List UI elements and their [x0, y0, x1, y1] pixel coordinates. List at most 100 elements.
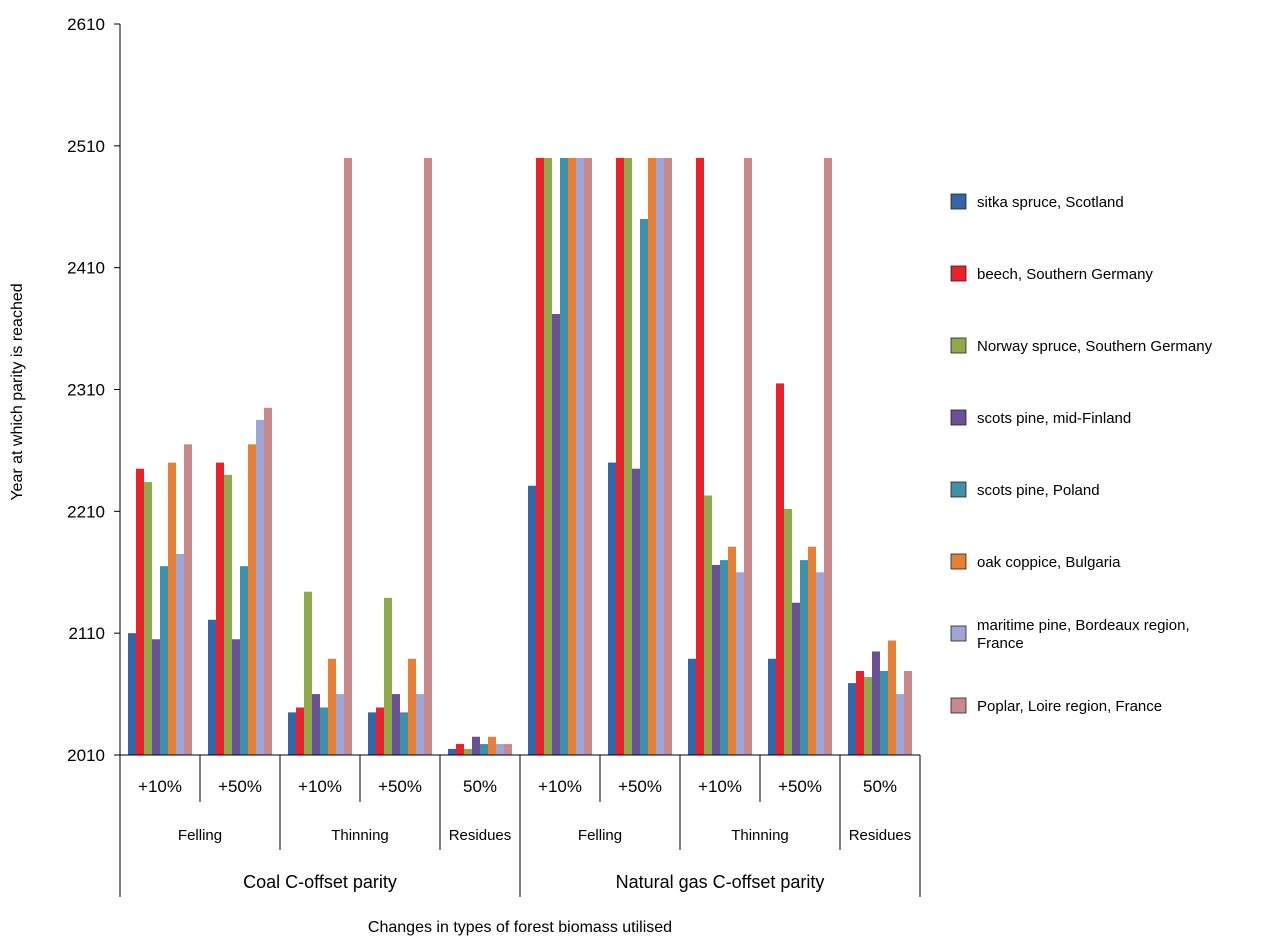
bar [328, 658, 336, 755]
y-tick-label: 2210 [67, 502, 105, 521]
y-axis-title: Year at which parity is reached [9, 283, 26, 500]
bar [240, 566, 248, 755]
bar [704, 495, 712, 755]
bar [488, 736, 496, 755]
bar [808, 546, 816, 755]
bar [528, 485, 536, 755]
bar [664, 158, 672, 755]
bar [208, 619, 216, 755]
bar [536, 158, 544, 755]
bar [904, 670, 912, 755]
y-tick-label: 2510 [67, 137, 105, 156]
y-tick-label: 2010 [67, 746, 105, 765]
bar [408, 658, 416, 755]
legend-label: sitka spruce, Scotland [977, 194, 1124, 211]
bar [616, 158, 624, 755]
x-tick-label: 50% [463, 777, 497, 796]
bar [384, 597, 392, 755]
bar [640, 218, 648, 755]
x-tick-label: +10% [538, 777, 582, 796]
bar [320, 707, 328, 755]
bar [824, 158, 832, 755]
x-axis: +10% +50% +10% +50% 50% +10% +50% +10% +50% 50% Fe… [119, 754, 921, 897]
bar [416, 694, 424, 755]
bar [176, 553, 184, 755]
bar [336, 694, 344, 755]
bar [448, 748, 456, 755]
bar [312, 694, 320, 755]
bar [584, 158, 592, 755]
x-group-label: Residues [449, 827, 512, 844]
bar [456, 744, 464, 755]
bar [152, 639, 160, 755]
bar [632, 468, 640, 755]
bar [608, 462, 616, 755]
bar [648, 158, 656, 755]
x-group-label: Felling [178, 827, 222, 844]
bar [464, 748, 472, 755]
bar [144, 482, 152, 755]
x-tick-label: 50% [863, 777, 897, 796]
bar [296, 707, 304, 755]
legend-swatch [950, 625, 967, 642]
bar [744, 158, 752, 755]
bar [376, 707, 384, 755]
bar [696, 158, 704, 755]
legend-label: oak coppice, Bulgaria [977, 554, 1121, 571]
bar [256, 419, 264, 755]
legend: sitka spruce, Scotland beech, Southern Ge… [950, 193, 1213, 715]
x-group-label: Thinning [731, 827, 789, 844]
bar [864, 677, 872, 755]
x-tick-label: +50% [778, 777, 822, 796]
legend-swatch [950, 553, 967, 570]
x-condition-label: Natural gas C-offset parity [616, 872, 825, 892]
bar [896, 694, 904, 755]
y-tick-label: 2310 [67, 381, 105, 400]
y-tick-label: 2610 [67, 15, 105, 34]
bar [368, 712, 376, 755]
bar [800, 560, 808, 755]
bar [424, 158, 432, 755]
bar [816, 572, 824, 755]
bar [544, 158, 552, 755]
legend-label: scots pine, Poland [977, 482, 1100, 499]
bar [128, 633, 136, 755]
legend-swatch [950, 409, 967, 426]
legend-swatch [950, 193, 967, 210]
bar [472, 736, 480, 755]
legend-label: beech, Southern Germany [977, 266, 1153, 283]
bar [624, 158, 632, 755]
x-group-label: Felling [578, 827, 622, 844]
bar [160, 566, 168, 755]
bar [248, 444, 256, 755]
bar [480, 744, 488, 755]
bars [128, 158, 912, 755]
bar [792, 602, 800, 755]
y-tick-label: 2410 [67, 259, 105, 278]
bar [168, 462, 176, 755]
bar [400, 712, 408, 755]
bar [848, 683, 856, 755]
x-tick-label: +10% [698, 777, 742, 796]
bar [736, 572, 744, 755]
x-group-label: Thinning [331, 827, 389, 844]
legend-label: scots pine, mid-Finland [977, 410, 1131, 427]
bar [768, 658, 776, 755]
legend-swatch [950, 265, 967, 282]
bar [888, 640, 896, 755]
bar [656, 158, 664, 755]
bar [872, 651, 880, 755]
bar [712, 564, 720, 755]
x-axis-title: Changes in types of forest biomass utili… [368, 919, 672, 936]
bar [504, 744, 512, 755]
bar [184, 444, 192, 755]
bar [552, 313, 560, 755]
bar [776, 383, 784, 755]
bar [784, 508, 792, 755]
bar [224, 474, 232, 755]
legend-label: Norway spruce, Southern Germany [977, 338, 1213, 355]
x-tick-label: +50% [378, 777, 422, 796]
bar [880, 670, 888, 755]
x-tick-label: +50% [218, 777, 262, 796]
bar [136, 468, 144, 755]
